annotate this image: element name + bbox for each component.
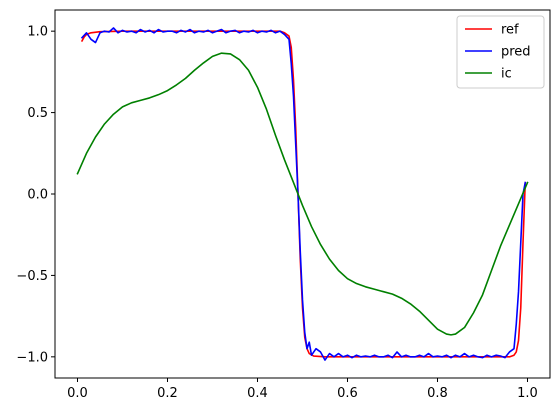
legend-label-ic: ic bbox=[501, 67, 512, 82]
x-tick-label: 0.8 bbox=[427, 386, 448, 401]
legend-label-pred: pred bbox=[501, 45, 531, 60]
x-tick-label: 0.0 bbox=[67, 386, 88, 401]
y-tick-label: 0.5 bbox=[27, 106, 48, 121]
x-tick-label: 0.4 bbox=[247, 386, 268, 401]
series-line-pred bbox=[80, 27, 527, 361]
y-tick-label: −0.5 bbox=[16, 269, 48, 284]
x-axis: 0.0 0.2 0.4 0.6 0.8 1.0 bbox=[67, 378, 538, 401]
y-axis: 1.0 0.5 0.0 −0.5 −1.0 bbox=[16, 25, 55, 365]
x-tick-label: 1.0 bbox=[517, 386, 538, 401]
series-line-ic bbox=[76, 52, 529, 336]
legend-box bbox=[456, 15, 545, 89]
y-tick-label: −1.0 bbox=[16, 350, 48, 365]
y-tick-label: 1.0 bbox=[27, 25, 48, 40]
x-tick-label: 0.6 bbox=[337, 386, 358, 401]
y-tick-label: 0.0 bbox=[27, 188, 48, 203]
x-tick-label: 0.2 bbox=[157, 386, 178, 401]
legend-label-ref: ref bbox=[501, 23, 519, 38]
plot-lines bbox=[76, 27, 529, 361]
legend: ref pred ic bbox=[456, 15, 545, 89]
